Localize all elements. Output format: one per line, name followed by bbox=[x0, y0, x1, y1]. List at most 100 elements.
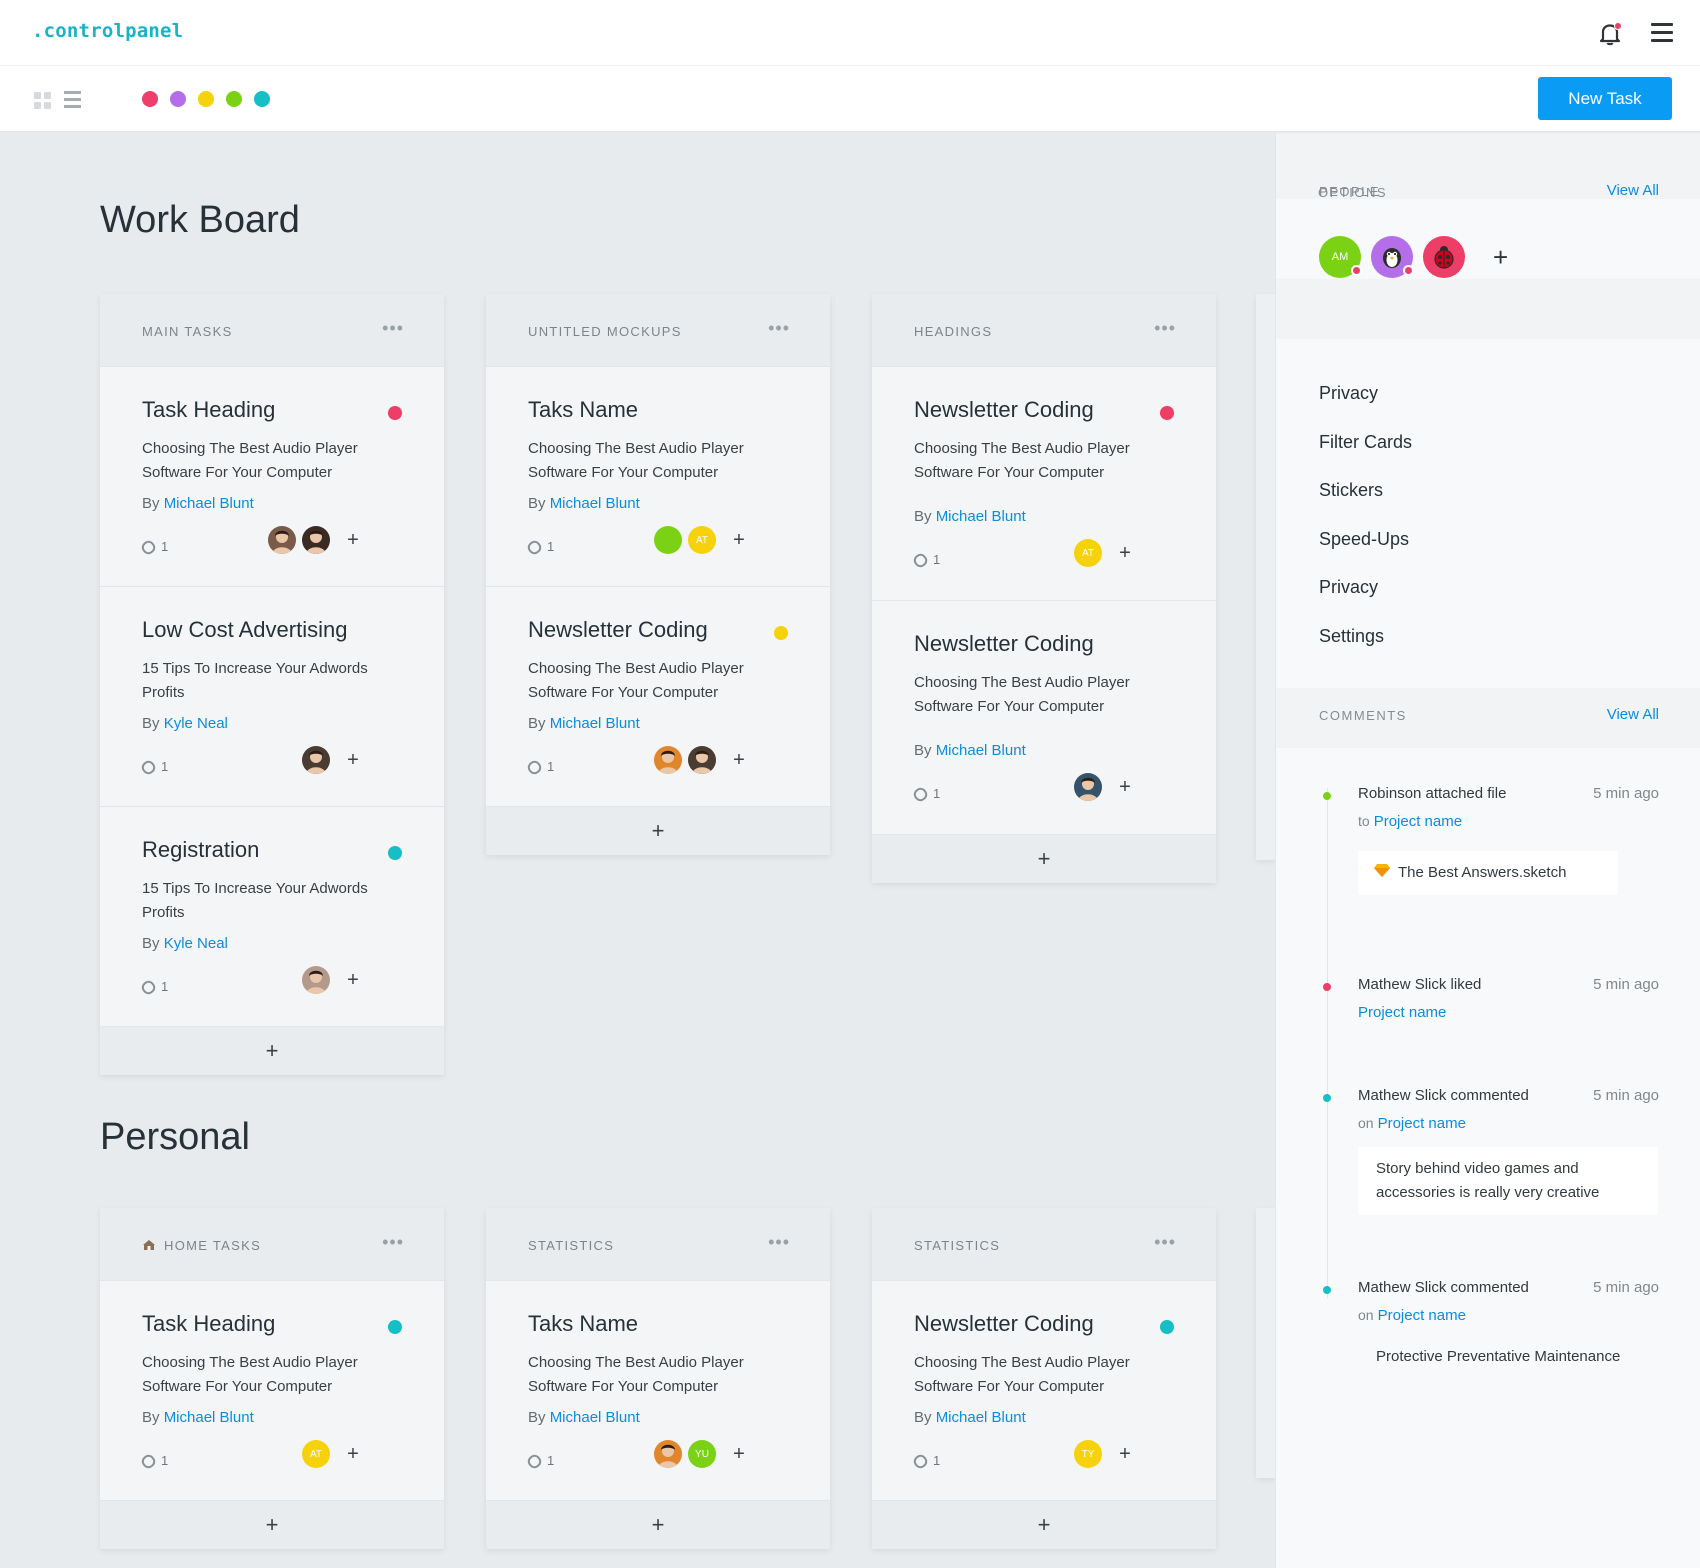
task-card[interactable]: Low Cost Advertising 15 Tips To Increase … bbox=[100, 587, 444, 807]
project-link[interactable]: Project name bbox=[1373, 813, 1463, 830]
author-link[interactable]: Michael Blunt bbox=[549, 495, 640, 512]
add-assignee-button[interactable]: + bbox=[1119, 541, 1131, 564]
add-card-button[interactable]: + bbox=[100, 1027, 444, 1075]
attachment-count[interactable]: 1 bbox=[139, 978, 168, 997]
add-card-button[interactable]: + bbox=[872, 835, 1216, 883]
column-more-icon[interactable]: ••• bbox=[1154, 318, 1176, 338]
author-link[interactable]: Kyle Neal bbox=[163, 935, 228, 952]
board-column: MAIN TASKS ••• Task Heading Choosing The Be… bbox=[100, 294, 444, 1075]
avatar[interactable]: TY bbox=[1074, 1440, 1102, 1468]
author-link[interactable]: Michael Blunt bbox=[935, 742, 1026, 759]
attachment-count[interactable]: 1 bbox=[139, 1452, 168, 1471]
avatar-penguin[interactable] bbox=[1371, 236, 1414, 278]
user-photo-avatar[interactable] bbox=[302, 966, 330, 994]
user-photo-avatar[interactable] bbox=[268, 526, 296, 554]
project-link[interactable]: Project name bbox=[1377, 1115, 1466, 1132]
user-photo-avatar[interactable] bbox=[302, 746, 330, 774]
avatar[interactable]: AT bbox=[688, 526, 716, 554]
option-speed-ups[interactable]: Speed-Ups bbox=[1319, 528, 1410, 549]
option-privacy-2[interactable]: Privacy bbox=[1319, 577, 1379, 597]
list-view-icon[interactable] bbox=[64, 91, 81, 109]
column-more-icon[interactable]: ••• bbox=[768, 318, 790, 338]
author-link[interactable]: Michael Blunt bbox=[549, 715, 640, 732]
project-link[interactable]: Project name bbox=[1358, 1004, 1447, 1021]
add-assignee-button[interactable]: + bbox=[733, 748, 745, 771]
avatar[interactable]: YU bbox=[688, 1440, 716, 1468]
option-filter-cards[interactable]: Filter Cards bbox=[1319, 431, 1413, 452]
column-more-icon[interactable]: ••• bbox=[1154, 1232, 1176, 1252]
task-card[interactable]: Newsletter Coding Choosing The Best Audio… bbox=[872, 601, 1216, 835]
add-card-button[interactable]: + bbox=[872, 1501, 1216, 1549]
column-title: HEADINGS bbox=[914, 324, 993, 339]
attachment-file[interactable]: The Best Answers.sketch bbox=[1358, 851, 1618, 895]
option-privacy[interactable]: Privacy bbox=[1319, 383, 1379, 403]
add-assignee-button[interactable]: + bbox=[347, 1442, 359, 1465]
add-assignee-button[interactable]: + bbox=[1119, 775, 1131, 798]
app-logo[interactable]: .controlpanel bbox=[32, 20, 184, 42]
author-link[interactable]: Michael Blunt bbox=[163, 1409, 254, 1426]
author-link[interactable]: Michael Blunt bbox=[549, 1409, 640, 1426]
task-card[interactable]: Registration 15 Tips To Increase Your Adw… bbox=[100, 807, 444, 1027]
user-photo-avatar[interactable] bbox=[654, 1440, 682, 1468]
people-view-all-link[interactable]: View All bbox=[1606, 182, 1659, 199]
column-more-icon[interactable]: ••• bbox=[382, 318, 404, 338]
author-link[interactable]: Michael Blunt bbox=[935, 1409, 1026, 1426]
author-link[interactable]: Michael Blunt bbox=[163, 495, 254, 512]
task-card[interactable]: Task Heading Choosing The Best Audio Play… bbox=[100, 1281, 444, 1501]
author-link[interactable]: Michael Blunt bbox=[935, 508, 1026, 525]
avatar[interactable]: AM bbox=[1319, 236, 1362, 278]
attachment-count[interactable]: 1 bbox=[911, 785, 940, 804]
column-more-icon[interactable]: ••• bbox=[768, 1232, 790, 1252]
user-photo-avatar[interactable] bbox=[654, 746, 682, 774]
column-more-icon[interactable]: ••• bbox=[382, 1232, 404, 1252]
task-card[interactable]: Task Heading Choosing The Best Audio Play… bbox=[100, 367, 444, 587]
card-description: 15 Tips To Increase Your Adwords Profits bbox=[142, 660, 368, 701]
attachment-count[interactable]: 1 bbox=[139, 758, 168, 777]
color-filter-dot[interactable] bbox=[142, 91, 158, 107]
task-card[interactable]: Taks Name Choosing The Best Audio Player … bbox=[486, 1281, 830, 1501]
add-card-button[interactable]: + bbox=[100, 1501, 444, 1549]
attachment-count[interactable]: 1 bbox=[525, 1452, 554, 1471]
notifications-bell-icon[interactable] bbox=[1597, 21, 1623, 47]
menu-icon[interactable] bbox=[1651, 23, 1673, 43]
project-link[interactable]: Project name bbox=[1377, 1307, 1466, 1324]
task-card[interactable]: Newsletter Coding Choosing The Best Audio… bbox=[872, 367, 1216, 601]
option-stickers[interactable]: Stickers bbox=[1319, 480, 1384, 500]
color-filter-dot[interactable] bbox=[254, 91, 270, 107]
comment-target: Project name bbox=[1358, 1004, 1446, 1021]
attachment-count[interactable]: 1 bbox=[525, 758, 554, 777]
option-settings[interactable]: Settings bbox=[1319, 625, 1385, 646]
add-assignee-button[interactable]: + bbox=[347, 968, 359, 991]
add-assignee-button[interactable]: + bbox=[347, 748, 359, 771]
grid-view-icon[interactable] bbox=[34, 92, 51, 109]
attachment-count[interactable]: 1 bbox=[139, 538, 168, 557]
attachment-count[interactable]: 1 bbox=[911, 551, 940, 570]
avatar-ladybug[interactable] bbox=[1423, 236, 1465, 278]
avatar[interactable]: AT bbox=[302, 1440, 330, 1468]
add-person-button[interactable]: + bbox=[1493, 241, 1509, 272]
color-filter-dot[interactable] bbox=[198, 91, 214, 107]
task-card[interactable]: Taks Name Choosing The Best Audio Player … bbox=[486, 367, 830, 587]
avatar[interactable] bbox=[654, 526, 682, 554]
avatar[interactable]: AT bbox=[1074, 539, 1102, 567]
user-photo-avatar[interactable] bbox=[302, 526, 330, 554]
comments-view-all-link[interactable]: View All bbox=[1606, 706, 1659, 723]
card-footer: 1 + bbox=[139, 952, 402, 997]
add-assignee-button[interactable]: + bbox=[733, 528, 745, 551]
task-card[interactable]: Newsletter Coding Choosing The Best Audio… bbox=[486, 587, 830, 807]
task-card[interactable]: Newsletter Coding Choosing The Best Audio… bbox=[872, 1281, 1216, 1501]
add-card-button[interactable]: + bbox=[486, 1501, 830, 1549]
attachment-count[interactable]: 1 bbox=[911, 1452, 940, 1471]
author-link[interactable]: Kyle Neal bbox=[163, 715, 228, 732]
add-assignee-button[interactable]: + bbox=[1119, 1442, 1131, 1465]
attachment-count[interactable]: 1 bbox=[525, 538, 554, 557]
add-card-button[interactable]: + bbox=[486, 807, 830, 855]
card-title: Task Heading bbox=[142, 1311, 276, 1336]
user-photo-avatar[interactable] bbox=[688, 746, 716, 774]
color-filter-dot[interactable] bbox=[226, 91, 242, 107]
add-assignee-button[interactable]: + bbox=[347, 528, 359, 551]
new-task-button[interactable]: New Task bbox=[1538, 77, 1672, 120]
add-assignee-button[interactable]: + bbox=[733, 1442, 745, 1465]
user-photo-avatar[interactable] bbox=[1074, 773, 1102, 801]
color-filter-dot[interactable] bbox=[170, 91, 186, 107]
